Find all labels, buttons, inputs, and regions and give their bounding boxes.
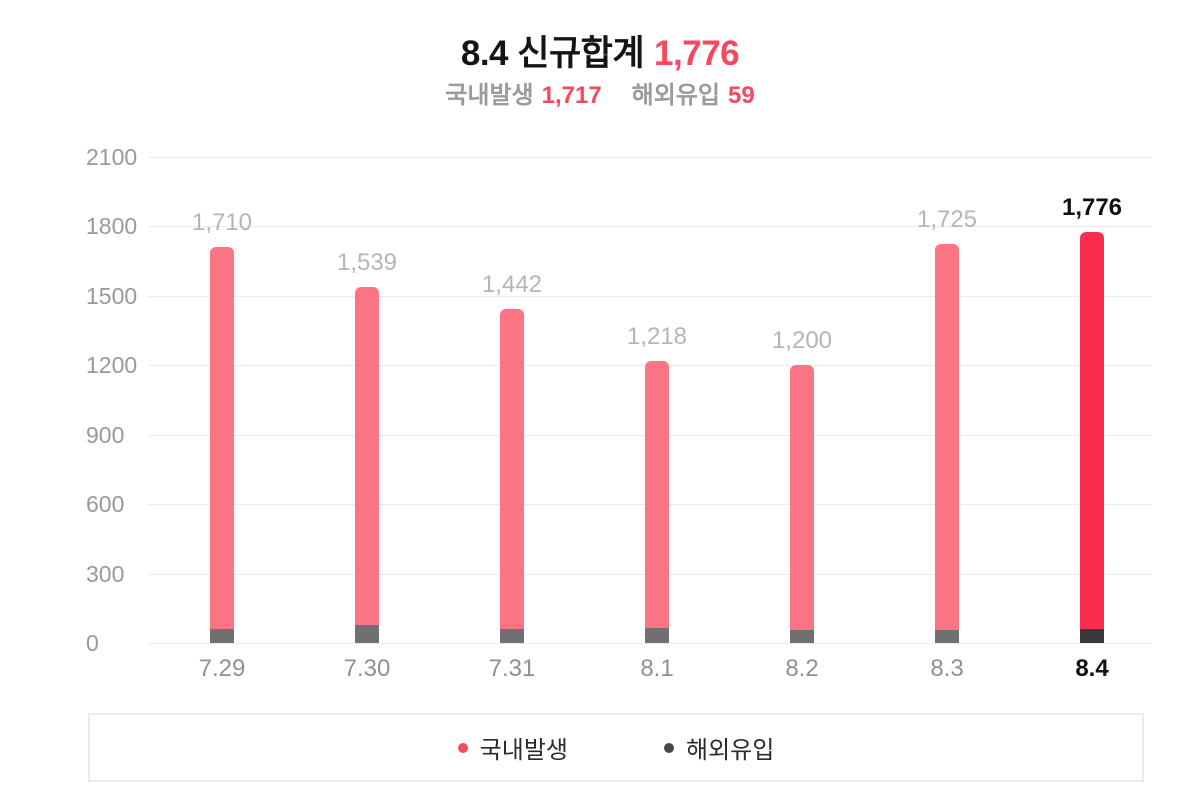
domestic-bar-segment [210,247,234,630]
subtitle-domestic-pair: 국내발생 1,717 [445,82,601,109]
x-axis-label: 8.1 [640,655,674,682]
y-axis-tick-label: 600 [86,491,125,518]
imported-bar-segment [355,624,379,643]
domestic-bar-segment [790,365,814,631]
bar-value-label: 1,200 [771,327,833,355]
stacked-bar-8.4[interactable] [1080,231,1104,643]
subtitle-imported-pair: 해외유입 59 [632,82,755,109]
domestic-series-dot-icon [457,742,468,753]
domestic-bar-segment [500,309,524,630]
title-total-value: 1,776 [654,34,740,73]
y-axis-tick-label: 300 [86,560,125,587]
y-axis-tick-label: 1500 [86,282,138,309]
legend-label-imported: 해외유입 [686,737,775,764]
domestic-bar-segment [1080,231,1104,630]
bar-value-label: 1,218 [626,323,688,351]
domestic-bar-segment [355,286,379,625]
gridline [148,643,1152,644]
y-axis-tick-label: 2100 [86,144,138,170]
legend-label-domestic: 국내발생 [479,737,568,764]
x-axis-label: 8.3 [930,655,964,682]
imported-bar-segment [500,629,524,643]
stacked-bar-8.3[interactable] [935,243,959,643]
gridline [148,295,1152,297]
subtitle-imported-label: 해외유입 [631,82,720,109]
chart-legend: 국내발생 해외유입 [88,713,1144,782]
chart-header: 8.4 신규합계 1,776 국내발생 1,717 해외유입 59 [0,32,1200,110]
subtitle-imported-value: 59 [728,82,755,109]
imported-bar-segment [790,630,814,643]
imported-bar-segment [1080,629,1104,643]
imported-bar-segment [935,629,959,643]
legend-item-domestic[interactable]: 국내발생 [457,730,568,765]
x-axis-label: 7.29 [198,655,246,682]
imported-series-dot-icon [664,742,674,753]
bar-value-label: 1,776 [1061,193,1123,221]
chart-subtitle: 국내발생 1,717 해외유입 59 [0,82,1200,110]
y-axis-tick-label: 900 [86,421,125,448]
title-date-text: 8.4 신규합계 [460,34,645,73]
chart-title: 8.4 신규합계 1,776 [0,32,1200,76]
stacked-bar-7.29[interactable] [210,247,234,643]
subtitle-domestic-value: 1,717 [541,82,602,109]
y-axis-tick-label: 1800 [86,213,138,240]
gridline [148,226,1152,228]
x-axis-label: 8.2 [785,655,819,682]
y-axis-tick-label: 0 [86,630,99,656]
subtitle-domestic-label: 국내발생 [445,82,534,109]
x-axis-label: 7.30 [343,655,391,682]
gridline [148,157,1152,158]
legend-item-imported[interactable]: 해외유입 [664,730,774,765]
x-axis-label: 7.31 [488,655,536,682]
bar-value-label: 1,710 [191,209,253,237]
bar-value-label: 1,725 [916,205,978,233]
domestic-bar-segment [935,243,959,630]
stacked-bar-7.30[interactable] [355,286,379,643]
stacked-bar-7.31[interactable] [500,309,524,643]
imported-bar-segment [210,629,234,643]
imported-bar-segment [645,628,669,643]
x-axis-label: 8.4 [1075,655,1109,682]
stacked-bar-8.2[interactable] [790,365,814,643]
bar-value-label: 1,442 [481,271,543,299]
stacked-bar-8.1[interactable] [645,361,669,643]
y-axis-tick-label: 1200 [86,352,138,379]
bar-value-label: 1,539 [336,248,398,276]
domestic-bar-segment [645,361,669,629]
